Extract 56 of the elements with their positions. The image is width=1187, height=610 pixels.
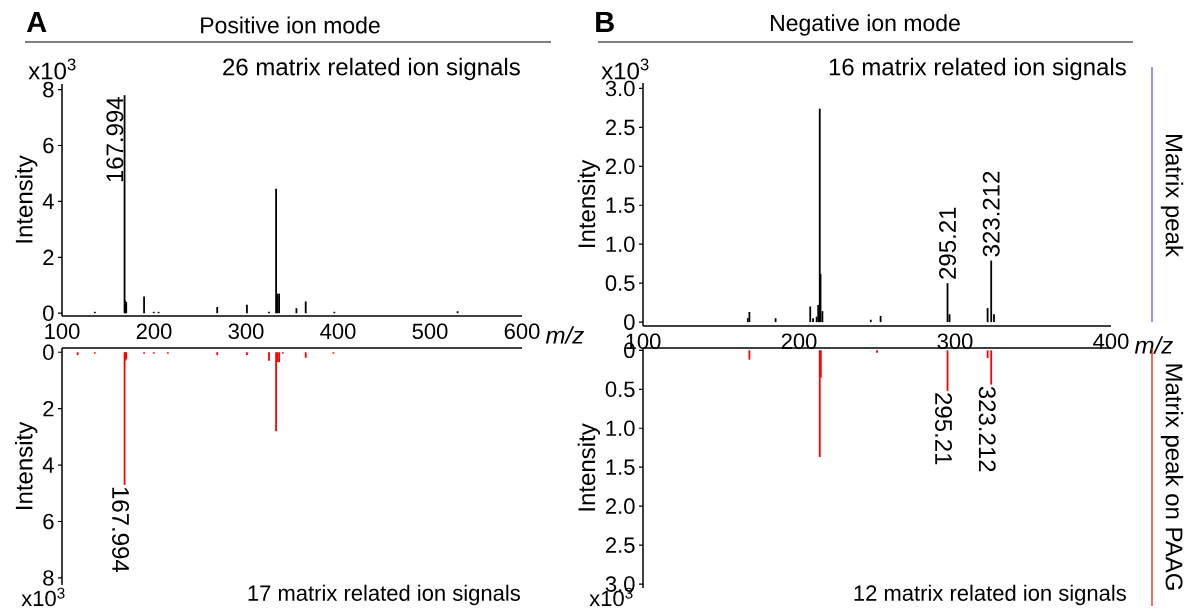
chart-title: Positive ion mode xyxy=(201,16,380,34)
y-tick-label: 8 xyxy=(43,570,54,586)
y-tick-label: 0 xyxy=(43,344,54,361)
x-tick-label: 500 xyxy=(412,323,448,340)
y-tick-label: 6 xyxy=(43,137,54,154)
y-tick-label: 8 xyxy=(43,81,54,98)
y-axis-title: Intensity xyxy=(577,159,601,247)
y-tick-label: 0 xyxy=(624,314,635,330)
y-tick-label: 2 xyxy=(43,249,54,265)
x-tick-label: 100 xyxy=(45,323,80,340)
text: Matrix peak xyxy=(1160,134,1184,257)
x-tick-label: 400 xyxy=(1093,333,1129,350)
annotation: 167.994 xyxy=(106,97,124,182)
y-tick-label: 4 xyxy=(42,457,54,473)
annotation: 295.21 xyxy=(935,393,953,465)
x-axis-title: m/z xyxy=(545,326,584,344)
x-tick-label: 300 xyxy=(937,333,973,350)
y-tick-label: 3.0 xyxy=(605,80,635,97)
text: x10$^{3}$ xyxy=(28,58,76,80)
annotation: 167.994 xyxy=(112,487,130,573)
x-tick-label: 200 xyxy=(136,323,172,340)
text: 26 matrix related ion signals xyxy=(223,57,520,81)
y-tick-label: 0 xyxy=(43,305,54,321)
chart-title: Negative ion mode xyxy=(770,14,960,36)
y-tick-label: 2.5 xyxy=(606,119,635,136)
y-tick-label: 1.0 xyxy=(606,236,635,252)
y-axis-title: Intensity xyxy=(15,155,38,243)
annotation: 12 matrix related ion signals xyxy=(854,584,1126,606)
y-tick-label: 1.5 xyxy=(606,459,635,475)
annotation: 17 matrix related ion signals xyxy=(248,584,520,606)
text: x10$^{3}$ xyxy=(21,587,65,607)
y-tick-label: 2.5 xyxy=(606,537,635,553)
annotation: 323.212 xyxy=(982,171,1000,257)
y-tick-label: 4 xyxy=(42,193,54,209)
x-tick-label: 300 xyxy=(228,323,264,340)
y-tick-label: 0.5 xyxy=(605,275,635,291)
text: 16 matrix related ion signals xyxy=(829,57,1126,81)
y-tick-label: 2 xyxy=(43,400,54,417)
y-tick-label: 1.0 xyxy=(606,420,635,437)
y-tick-label: 2.0 xyxy=(606,498,635,514)
y-tick-label: 1.5 xyxy=(606,197,635,213)
text: A xyxy=(26,12,47,32)
text: x10$^{3}$ xyxy=(601,58,649,80)
y-tick-label: 6 xyxy=(43,513,54,530)
annotation: 323.212 xyxy=(978,386,996,472)
x-tick-label: 200 xyxy=(781,333,817,350)
text: B xyxy=(596,12,614,32)
y-axis-title: Intensity xyxy=(577,423,601,511)
x-tick-label: 400 xyxy=(320,323,356,340)
text: Matrix peak on PAAG xyxy=(1160,364,1184,590)
x-axis-title: m/z xyxy=(1134,336,1173,354)
annotation: 295.21 xyxy=(939,207,957,279)
y-tick-label: 0.5 xyxy=(605,381,635,398)
x-tick-label: 600 xyxy=(504,323,540,340)
y-tick-label: 2.0 xyxy=(606,158,635,175)
y-axis-title: Intensity xyxy=(15,421,38,509)
